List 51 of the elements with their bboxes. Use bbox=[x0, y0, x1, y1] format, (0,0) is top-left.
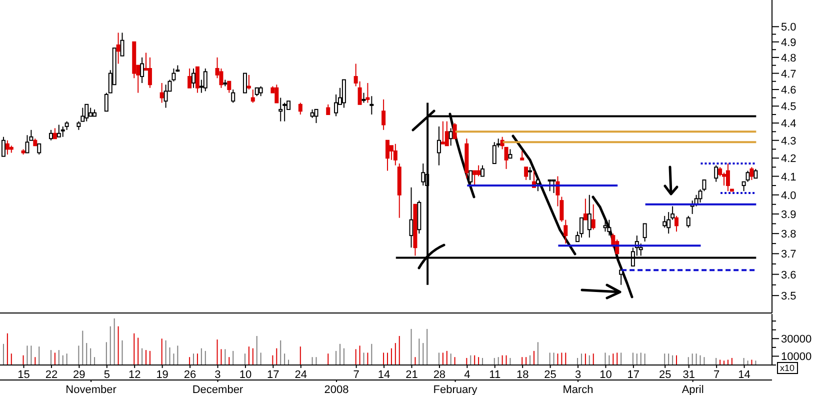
y-tick-label: 10000 bbox=[781, 351, 812, 364]
y-tick-label: 4.5 bbox=[781, 101, 796, 114]
y-tick-label: 4.4 bbox=[781, 118, 796, 130]
text: x10 bbox=[777, 362, 798, 374]
x-tick-label: 4 bbox=[464, 368, 470, 381]
y-tick-label: 4.8 bbox=[781, 52, 796, 64]
x-tick-label: 31 bbox=[682, 368, 695, 381]
x-tick-label: 10 bbox=[600, 368, 612, 381]
y-tick-label: 3.5 bbox=[781, 290, 796, 303]
x-tick-label: 10 bbox=[239, 368, 252, 381]
x-tick-label: 12 bbox=[128, 368, 141, 381]
x-tick-label: 17 bbox=[627, 368, 640, 381]
y-tick-label: 4.3 bbox=[781, 135, 796, 148]
x-tick-label: 24 bbox=[294, 368, 308, 381]
y-tick-label: 4.2 bbox=[781, 153, 796, 166]
y-tick-label: 4.0 bbox=[781, 190, 796, 202]
y-tick-label: 3.7 bbox=[781, 248, 796, 261]
x-tick-label: 5 bbox=[104, 368, 110, 381]
x-tick-label: 28 bbox=[433, 368, 446, 381]
x-tick-label: 11 bbox=[489, 368, 501, 381]
y-tick-label: 3.6 bbox=[781, 269, 796, 282]
x-tick-label: 3 bbox=[574, 368, 582, 381]
x2-tick-label: December bbox=[192, 384, 244, 395]
x-tick-label: 17 bbox=[267, 368, 280, 381]
x-tick-label: 14 bbox=[738, 368, 750, 381]
x-tick-label: 7 bbox=[353, 368, 360, 381]
x-tick-label: 26 bbox=[184, 368, 196, 381]
x2-tick-label: April bbox=[682, 384, 704, 395]
x-tick-label: 18 bbox=[516, 368, 529, 381]
x2-tick-label: February bbox=[433, 384, 478, 395]
x-tick-label: 21 bbox=[406, 368, 418, 381]
x-tick-label: 25 bbox=[544, 368, 556, 381]
y-tick-label: 5.0 bbox=[781, 22, 796, 34]
x2-tick-label: November bbox=[66, 384, 117, 395]
x-tick-label: 22 bbox=[45, 368, 58, 381]
y-tick-label: 4.7 bbox=[781, 68, 796, 80]
x-tick-label: 14 bbox=[378, 368, 390, 381]
y-tick-label: 4.9 bbox=[781, 36, 796, 49]
y-tick-label: 30000 bbox=[781, 334, 812, 346]
x2-tick-label: 2008 bbox=[324, 384, 349, 395]
x-tick-label: 29 bbox=[73, 368, 86, 381]
x-tick-label: 3 bbox=[214, 368, 221, 381]
x-tick-label: 7 bbox=[714, 368, 720, 381]
y-tick-label: 3.8 bbox=[781, 228, 796, 241]
x-tick-label: 19 bbox=[156, 368, 168, 381]
x2-tick-label: March bbox=[562, 384, 594, 395]
y-tick-label: 4.6 bbox=[781, 84, 796, 97]
x-tick-label: 15 bbox=[18, 368, 30, 381]
x-tick-label: 25 bbox=[658, 368, 672, 381]
y-tick-label: 4.1 bbox=[781, 171, 796, 184]
y-tick-label: 3.9 bbox=[781, 208, 796, 221]
